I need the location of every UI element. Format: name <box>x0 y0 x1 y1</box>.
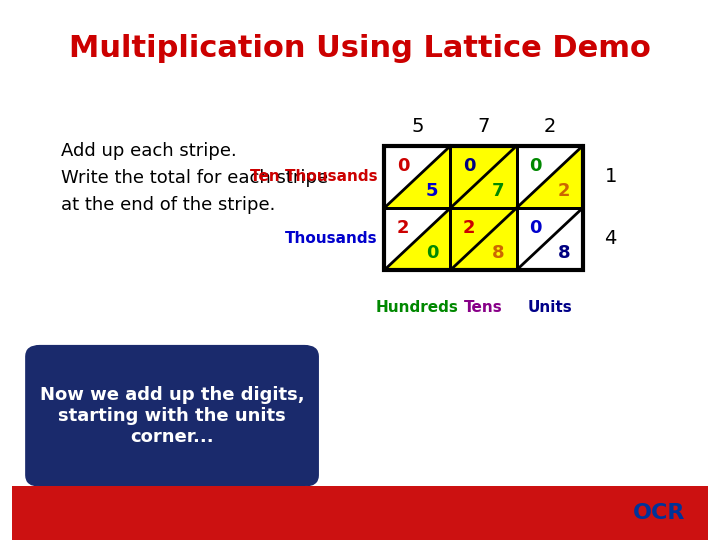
Text: 0: 0 <box>426 244 438 261</box>
Text: 7: 7 <box>492 181 505 199</box>
Text: 7: 7 <box>477 117 490 137</box>
Bar <box>12 486 708 540</box>
Text: Multiplication Using Lattice Demo: Multiplication Using Lattice Demo <box>69 34 651 63</box>
Text: Ten Thousands: Ten Thousands <box>250 170 377 184</box>
Polygon shape <box>517 208 582 270</box>
Bar <box>517 208 582 270</box>
Polygon shape <box>451 208 517 270</box>
Text: Units: Units <box>527 300 572 315</box>
FancyBboxPatch shape <box>26 346 318 486</box>
Polygon shape <box>384 208 451 270</box>
Text: Write the total for each stripe: Write the total for each stripe <box>60 169 328 187</box>
Polygon shape <box>451 146 517 208</box>
Polygon shape <box>384 146 451 208</box>
Text: 2: 2 <box>544 117 556 137</box>
Text: 0: 0 <box>529 219 541 237</box>
Text: Now we add up the digits,
starting with the units
corner...: Now we add up the digits, starting with … <box>40 386 305 445</box>
Bar <box>451 208 517 270</box>
Text: 1: 1 <box>604 167 617 186</box>
Text: 0: 0 <box>463 157 475 174</box>
Text: 2: 2 <box>558 181 570 199</box>
Text: 2: 2 <box>463 219 475 237</box>
Text: OCR: OCR <box>633 503 685 523</box>
Polygon shape <box>517 146 582 208</box>
Text: Hundreds: Hundreds <box>376 300 459 315</box>
Text: Add up each stripe.: Add up each stripe. <box>60 142 236 160</box>
Text: 0: 0 <box>397 157 409 174</box>
Polygon shape <box>384 208 451 270</box>
Text: 8: 8 <box>492 244 505 261</box>
Bar <box>384 208 451 270</box>
Bar <box>451 146 517 208</box>
Bar <box>384 146 582 270</box>
Bar <box>517 146 582 208</box>
Bar <box>384 146 451 208</box>
Text: 5: 5 <box>411 117 423 137</box>
Text: 8: 8 <box>558 244 570 261</box>
Text: Tens: Tens <box>464 300 503 315</box>
Polygon shape <box>517 208 582 270</box>
Text: 5: 5 <box>426 181 438 199</box>
Polygon shape <box>451 146 517 208</box>
Text: 4: 4 <box>604 230 617 248</box>
Polygon shape <box>517 146 582 208</box>
Text: Thousands: Thousands <box>285 232 377 246</box>
Text: at the end of the stripe.: at the end of the stripe. <box>60 196 275 214</box>
Text: 0: 0 <box>529 157 541 174</box>
Text: 2: 2 <box>397 219 409 237</box>
Polygon shape <box>384 146 451 208</box>
Polygon shape <box>451 208 517 270</box>
